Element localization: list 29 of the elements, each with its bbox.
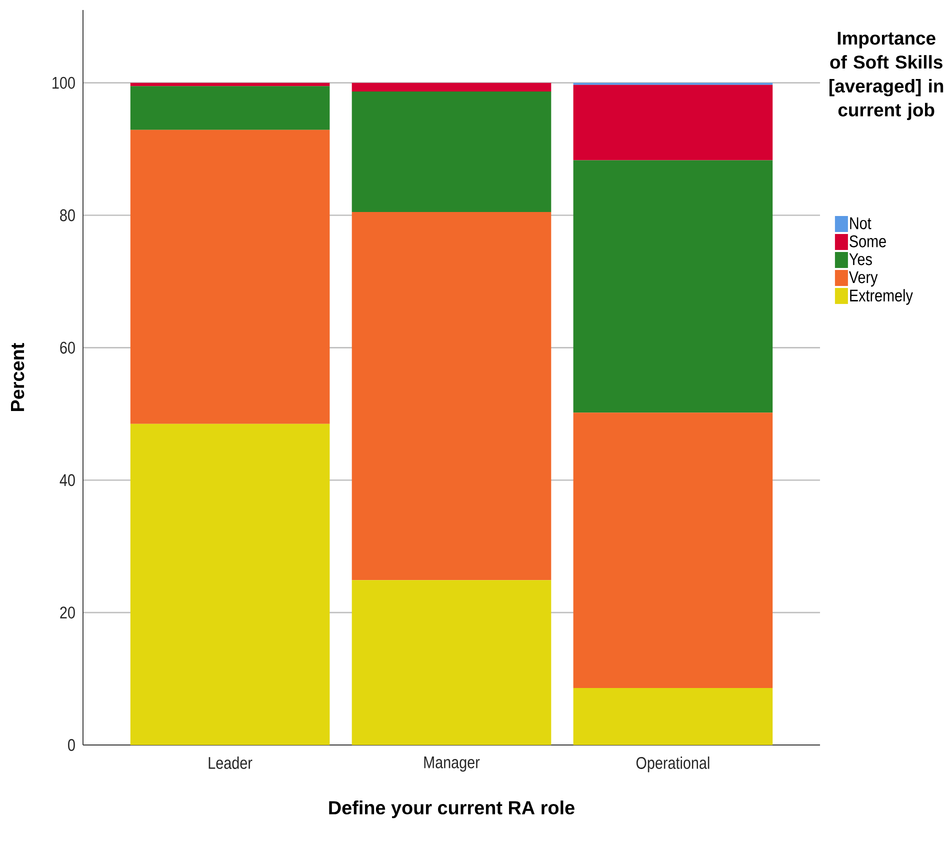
- bar: [352, 82, 552, 92]
- bar: [352, 91, 552, 212]
- y-tick-label: 20: [60, 606, 75, 619]
- legend-label: Very: [849, 271, 878, 287]
- bar: [573, 688, 773, 745]
- x-axis-title: Define your current RA role: [329, 800, 574, 818]
- y-tick-label: 100: [52, 76, 75, 89]
- bar: [573, 412, 773, 688]
- bar: [573, 84, 773, 160]
- bar: [352, 212, 552, 580]
- legend-label: Extremely: [850, 289, 913, 305]
- bar: [352, 580, 552, 745]
- x-tick-label: Manager: [424, 756, 480, 772]
- y-axis-title: Percent: [11, 343, 24, 411]
- bar: [130, 82, 330, 86]
- legend-title: Importance of Soft Skills [averaged] in current job: [830, 32, 944, 120]
- legend-label: Some: [850, 235, 886, 248]
- legend-label: Not: [850, 217, 872, 230]
- y-tick-label: 0: [68, 739, 75, 751]
- legend-label: Yes: [849, 253, 872, 266]
- bar: [130, 424, 330, 745]
- bar: [130, 130, 330, 424]
- y-tick-label: 80: [60, 209, 75, 222]
- y-tick-label: 60: [60, 342, 75, 354]
- x-tick-label: Operational: [636, 756, 710, 772]
- bar: [130, 86, 330, 130]
- bar: [573, 160, 773, 413]
- x-tick-label: Leader: [208, 756, 252, 769]
- y-tick-label: 40: [60, 474, 75, 486]
